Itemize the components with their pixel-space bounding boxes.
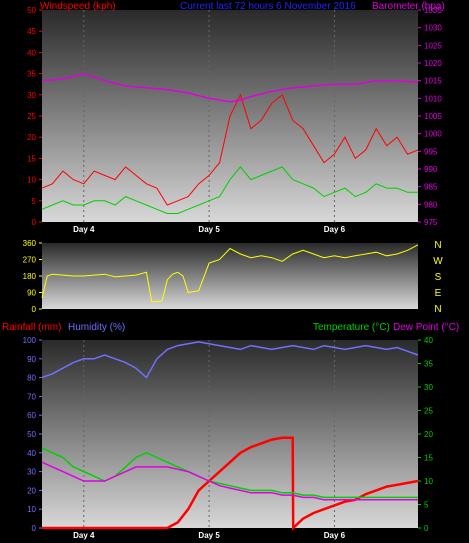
left-tick-label: 90: [27, 355, 36, 364]
left-tick-label: 50: [27, 430, 36, 439]
left-tick-label: 15: [27, 154, 36, 163]
left-tick-label: 25: [27, 112, 36, 121]
compass-label: S: [435, 272, 442, 283]
wind-chart: Windspeed (kph) Current last 72 hours 6 …: [27, 1, 445, 234]
right-tick-label: 15: [424, 454, 433, 463]
left-tick-label: 20: [27, 133, 36, 142]
left-tick-label: 100: [23, 336, 37, 345]
right-tick-label: 5: [424, 501, 429, 510]
right-tick-label: 1015: [424, 77, 442, 86]
right-tick-label: 35: [424, 360, 433, 369]
left-tick-label: 360: [23, 239, 37, 248]
left-tick-label: 180: [23, 272, 37, 281]
wind-title: Current last 72 hours 6 November 2016: [180, 1, 356, 12]
left-tick-label: 30: [27, 468, 36, 477]
left-tick-label: 45: [27, 27, 36, 36]
right-tick-label: 1025: [424, 41, 442, 50]
temperature-left-axis: 0 10 20 30 40 50 60 70 80 90 100: [23, 336, 42, 533]
right-tick-label: 985: [424, 183, 438, 192]
left-tick-label: 50: [27, 6, 36, 15]
day-tick-label: Day 4: [73, 225, 95, 234]
right-tick-label: 30: [424, 383, 433, 392]
right-tick-label: 995: [424, 147, 438, 156]
left-tick-label: 30: [27, 91, 36, 100]
day-tick-label: Day 6: [324, 225, 346, 234]
right-tick-label: 20: [424, 430, 433, 439]
left-tick-label: 10: [27, 505, 36, 514]
compass-label: N: [434, 304, 441, 315]
left-tick-label: 70: [27, 392, 36, 401]
dewpoint-label: Dew Point (°C): [393, 322, 459, 333]
left-tick-label: 5: [32, 197, 37, 206]
right-tick-label: 1030: [424, 24, 442, 33]
left-tick-label: 80: [27, 374, 36, 383]
right-tick-label: 1035: [424, 6, 442, 15]
wind-left-axis: 0 5 10 15 20 25 30 35 40 45 50: [27, 6, 42, 227]
humidity-label: Humidity (%): [68, 322, 125, 333]
day-tick-label: Day 5: [198, 531, 220, 540]
right-tick-label: 10: [424, 477, 433, 486]
right-tick-label: 980: [424, 200, 438, 209]
day-tick-label: Day 5: [198, 225, 220, 234]
left-tick-label: 0: [32, 218, 37, 227]
compass-label: N: [434, 240, 441, 251]
temperature-right-axis: 0 5 10 15 20 25 30 35 40: [418, 336, 433, 533]
left-tick-label: 270: [23, 256, 37, 265]
compass-label: E: [435, 288, 442, 299]
right-tick-label: 1000: [424, 130, 442, 139]
wind-right-axis: 975 980 985 990 995 1000 1005 1010 1015 1020 1025 1…: [418, 6, 442, 227]
left-tick-label: 40: [27, 449, 36, 458]
right-tick-label: 25: [424, 407, 433, 416]
left-tick-label: 60: [27, 411, 36, 420]
day-tick-label: Day 4: [73, 531, 95, 540]
rainfall-label: Rainfall (mm): [2, 322, 61, 333]
temperature-label: Temperature (°C): [313, 322, 390, 333]
direction-left-axis: 0 90 180 270 360: [23, 239, 42, 314]
left-tick-label: 10: [27, 176, 36, 185]
right-tick-label: 975: [424, 218, 438, 227]
compass-label: W: [433, 256, 443, 267]
right-tick-label: 1020: [424, 59, 442, 68]
wind-left-label: Windspeed (kph): [40, 1, 116, 12]
right-tick-label: 990: [424, 165, 438, 174]
left-tick-label: 20: [27, 486, 36, 495]
day-tick-label: Day 6: [324, 531, 346, 540]
left-tick-label: 0: [32, 305, 37, 314]
right-tick-label: 0: [424, 524, 429, 533]
direction-plot-area: [42, 243, 418, 309]
right-tick-label: 1005: [424, 112, 442, 121]
left-tick-label: 35: [27, 70, 36, 79]
left-tick-label: 0: [32, 524, 37, 533]
right-tick-label: 40: [424, 336, 433, 345]
left-tick-label: 90: [27, 289, 36, 298]
right-tick-label: 1010: [424, 94, 442, 103]
temperature-chart: Rainfall (mm) Humidity (%) Temperature (…: [2, 322, 459, 540]
left-tick-label: 40: [27, 48, 36, 57]
